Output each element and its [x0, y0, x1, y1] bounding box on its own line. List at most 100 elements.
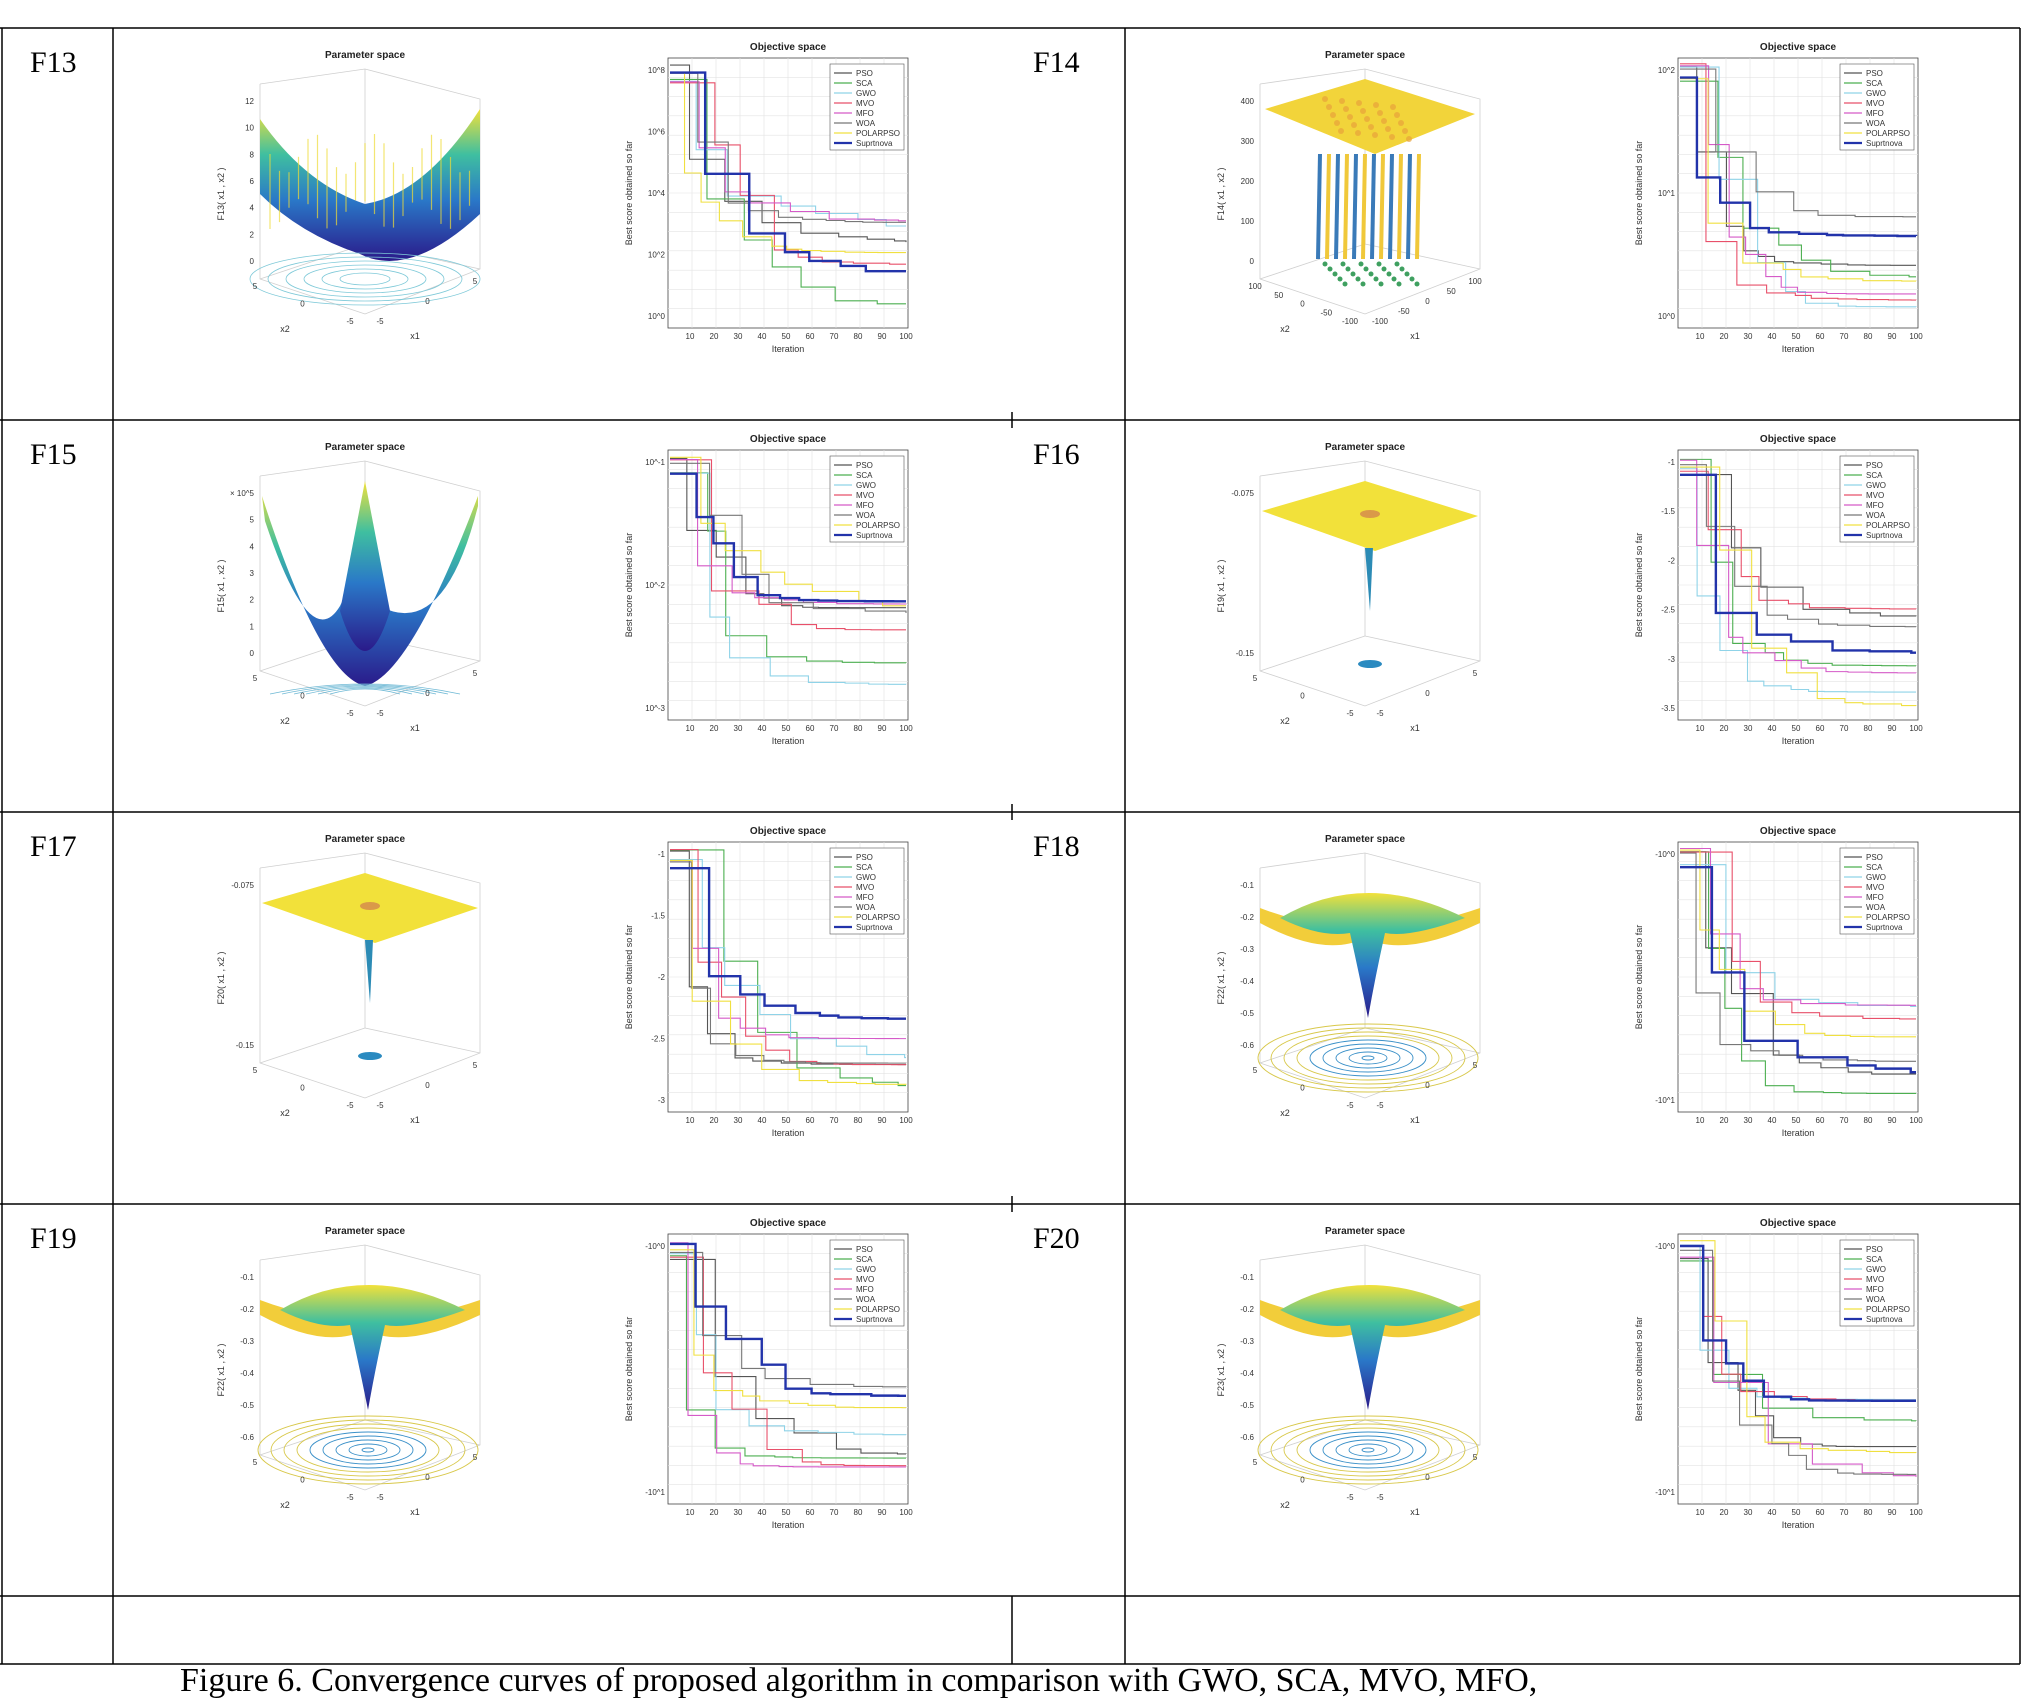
y-tick-label: 10^-2 — [645, 581, 665, 590]
series-line-mvo — [1680, 63, 1917, 301]
parameter-space-plot: Parameter space -0.1 -0.2 -0.3 -0.4 -0.5 -0.6 F… — [210, 1220, 520, 1520]
x2-tick-label: -100 — [1342, 317, 1359, 326]
x2-tick-label: -5 — [1346, 1101, 1354, 1110]
contour — [1348, 1443, 1388, 1457]
objective-space-plot: Objective space 10^2 10^1 10^0 10 20 30 40 50 60 7… — [1630, 36, 1930, 366]
contour — [309, 1431, 427, 1469]
x-tick-label: 60 — [1816, 1116, 1825, 1125]
y-axis-label: Best score obtained so far — [624, 533, 634, 638]
z-tick-label: 400 — [1241, 97, 1255, 106]
contour — [1361, 1055, 1375, 1061]
x-tick-label: 50 — [782, 724, 791, 733]
series-line-mvo — [670, 1256, 906, 1467]
legend-entry: MVO — [1866, 1275, 1884, 1284]
legend-entry: PSO — [856, 1245, 873, 1254]
x2-tick-label: 5 — [253, 674, 258, 683]
y-axis-label: Best score obtained so far — [1634, 925, 1644, 1030]
z-tick-label: -0.1 — [240, 1273, 254, 1282]
z-tick-label: 200 — [1241, 177, 1255, 186]
x-axis-label: Iteration — [1782, 344, 1815, 354]
plot-title: Parameter space — [325, 442, 405, 453]
x-tick-label: 90 — [1888, 724, 1897, 733]
x-tick-label: 50 — [1792, 332, 1801, 341]
parameter-space-svg: Parameter space -0.075 -0.15 F20( x1 , x2 )… — [216, 834, 481, 1125]
y-tick-label: 10^0 — [1658, 312, 1676, 321]
x1-tick-label: 5 — [473, 669, 478, 678]
series-line-gwo — [670, 472, 907, 685]
x-tick-label: 70 — [830, 1116, 839, 1125]
x-tick-label: 100 — [1909, 1116, 1923, 1125]
legend-entry: PSO — [1866, 853, 1883, 862]
legend-entry: Suprtnova — [856, 531, 893, 540]
legend-entry: MVO — [1866, 491, 1884, 500]
x-tick-label: 20 — [710, 724, 719, 733]
series-line-mvo — [670, 82, 906, 265]
legend-entry: POLARPSO — [856, 129, 900, 138]
x1-tick-label: -5 — [376, 317, 384, 326]
x-tick-label: 40 — [1768, 724, 1777, 733]
legend-entry: WOA — [1866, 511, 1886, 520]
objective-space-plot: Objective space -1 -1.5 -2 -2.5 -3 10 20 30 40 50 6… — [620, 820, 920, 1150]
x-tick-label: 30 — [734, 1508, 743, 1517]
legend-entry: WOA — [856, 511, 876, 520]
x2-tick-label: -5 — [1346, 709, 1354, 718]
legend-entry: Suprtnova — [856, 1315, 893, 1324]
z-tick-label: 100 — [1241, 217, 1255, 226]
x-tick-label: 80 — [854, 332, 863, 341]
x2-axis-label: x2 — [280, 1108, 290, 1118]
x-tick-label: 90 — [878, 332, 887, 341]
contour — [1348, 1051, 1388, 1065]
series-line-mfo — [670, 1242, 907, 1468]
x-axis-label: Iteration — [772, 344, 805, 354]
legend-entry: SCA — [856, 79, 873, 88]
series-line-polarpso — [670, 1249, 907, 1409]
x1-axis-label: x1 — [1410, 331, 1420, 341]
objective-space-svg: Objective space -10^0 -10^1 10 20 30 40 50 60 70 8… — [1634, 1218, 1923, 1530]
legend-entry: SCA — [856, 863, 873, 872]
y-tick-label: -1 — [1668, 458, 1676, 467]
z-tick-label: -0.3 — [1240, 945, 1254, 954]
x2-axis-label: x2 — [280, 716, 290, 726]
parameter-space-svg: Parameter space × 10^5 5 4 3 2 1 0 F15( x1 , x2 … — [216, 442, 481, 733]
objective-space-plot: Objective space 10^8 10^6 10^4 10^2 10^0 10 20 3… — [620, 36, 920, 366]
legend-entry: SCA — [856, 471, 873, 480]
series-line-suprtnova — [670, 472, 906, 603]
contour — [303, 264, 427, 294]
z-tick-label: -0.2 — [1240, 1305, 1254, 1314]
x1-tick-label: 5 — [473, 1453, 478, 1462]
x-tick-label: 90 — [878, 724, 887, 733]
contour — [1283, 1423, 1453, 1477]
legend-entry: Suprtnova — [1866, 923, 1903, 932]
x1-tick-label: 0 — [1425, 1473, 1430, 1482]
x-tick-label: 40 — [1768, 1508, 1777, 1517]
series-line-woa — [670, 462, 907, 613]
x2-tick-label: 50 — [1274, 291, 1283, 300]
z-tick-label: 5 — [250, 516, 255, 525]
series-line-pso — [670, 64, 907, 243]
x-tick-label: 90 — [1888, 332, 1897, 341]
legend-entry: WOA — [1866, 1295, 1886, 1304]
series-line-pso — [1680, 65, 1916, 266]
z-tick-label: -0.6 — [240, 1433, 254, 1442]
y-tick-label: -3 — [1668, 655, 1676, 664]
row-label: F17 — [30, 830, 77, 863]
x1-axis-label: x1 — [410, 723, 420, 733]
series-line-woa — [670, 72, 906, 223]
x-tick-label: 100 — [899, 332, 913, 341]
parameter-space-plot: Parameter space 400 300 200 100 0 F14( x1 , x2… — [1210, 44, 1520, 344]
z-tick-label: -0.5 — [240, 1401, 254, 1410]
x-tick-label: 60 — [1816, 332, 1825, 341]
z-axis-label: F19( x1 , x2 ) — [1216, 559, 1226, 612]
x-tick-label: 80 — [1864, 1508, 1873, 1517]
series-line-mfo — [670, 81, 906, 222]
parameter-space-plot: Parameter space -0.1 -0.2 -0.3 -0.4 -0.5 -0.6 F… — [1210, 828, 1520, 1128]
series-line-suprtnova — [1680, 865, 1916, 1074]
legend-entry: WOA — [1866, 903, 1886, 912]
y-tick-label: -10^0 — [1655, 850, 1675, 859]
x-tick-label: 10 — [686, 724, 695, 733]
objective-space-svg: Objective space -10^0 -10^1 10 20 30 40 50 60 70 8… — [1634, 826, 1923, 1138]
x1-tick-label: 5 — [473, 1061, 478, 1070]
series-line-sca — [1680, 458, 1917, 667]
legend-entry: PSO — [1866, 69, 1883, 78]
x2-axis-label: x2 — [1280, 1500, 1290, 1510]
